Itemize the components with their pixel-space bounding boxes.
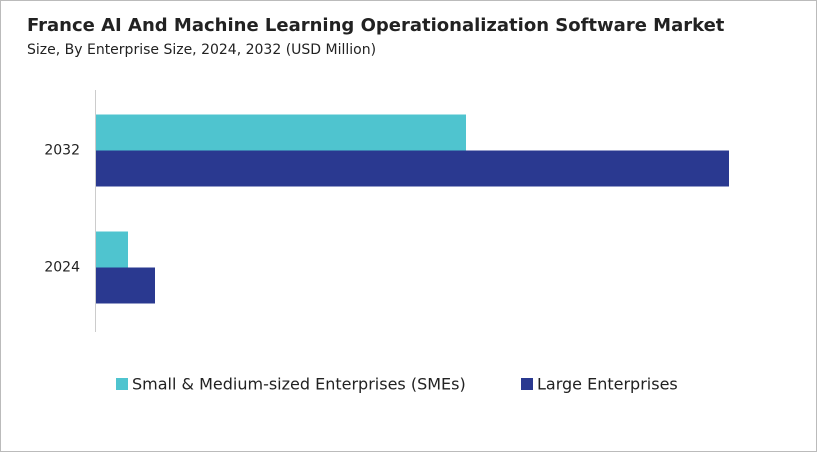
chart-subtitle: Size, By Enterprise Size, 2024, 2032 (US… [27,42,376,58]
legend-label: Small & Medium-sized Enterprises (SMEs) [132,375,466,394]
bar [96,231,128,268]
chart-title: France AI And Machine Learning Operation… [27,15,725,36]
y-tick-label: 2032 [44,143,80,159]
bar [96,267,155,304]
bar [96,150,729,187]
legend-swatch [521,378,533,390]
bar [96,114,466,151]
legend-swatch [116,378,128,390]
legend-label: Large Enterprises [537,375,678,394]
y-tick-label: 2024 [44,260,80,276]
